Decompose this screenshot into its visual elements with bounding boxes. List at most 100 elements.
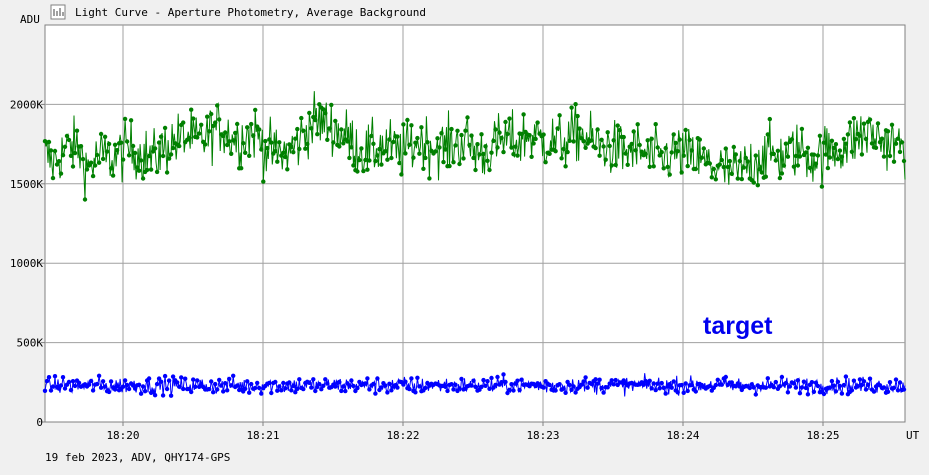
- target-point: [663, 391, 668, 396]
- background-point: [897, 149, 903, 155]
- background-point: [399, 172, 404, 177]
- background-point: [369, 133, 374, 139]
- background-point: [475, 142, 480, 147]
- background-point: [481, 151, 486, 157]
- footer-info: 19 feb 2023, ADV, QHY174-GPS: [45, 451, 230, 464]
- target-point: [247, 390, 252, 395]
- background-point: [567, 138, 572, 143]
- background-point: [181, 120, 186, 125]
- background-point: [243, 150, 248, 155]
- target-point: [803, 385, 809, 391]
- target-point: [154, 381, 160, 387]
- target-point: [791, 381, 797, 386]
- target-point: [751, 385, 756, 390]
- background-point: [779, 171, 785, 176]
- target-point: [379, 385, 384, 390]
- target-point: [98, 385, 104, 390]
- background-point: [403, 151, 408, 156]
- target-point: [827, 385, 833, 390]
- background-point: [639, 149, 644, 154]
- background-point: [487, 167, 492, 173]
- background-point: [835, 156, 841, 162]
- background-point: [807, 165, 813, 171]
- target-point: [60, 375, 66, 380]
- target-point: [62, 386, 68, 391]
- background-point: [783, 141, 789, 146]
- target-point: [593, 377, 598, 382]
- background-point: [811, 152, 817, 157]
- target-point: [493, 382, 498, 388]
- target-point: [485, 379, 490, 384]
- target-point: [519, 377, 524, 382]
- target-point: [689, 382, 694, 388]
- background-point: [189, 107, 194, 112]
- background-point: [553, 149, 558, 154]
- target-point: [283, 386, 288, 391]
- background-point: [733, 152, 738, 157]
- target-point: [821, 391, 827, 397]
- background-point: [283, 154, 288, 160]
- background-point: [321, 107, 326, 112]
- target-point: [253, 385, 258, 391]
- background-point: [581, 139, 586, 144]
- target-point: [423, 385, 428, 391]
- background-point: [317, 102, 322, 107]
- background-point: [82, 197, 88, 202]
- target-point: [841, 382, 847, 388]
- target-point: [657, 386, 662, 391]
- background-point: [711, 166, 716, 172]
- background-point: [881, 154, 887, 159]
- target-point: [563, 390, 568, 395]
- target-point: [166, 378, 172, 383]
- background-point: [118, 140, 124, 145]
- target-point: [747, 385, 752, 391]
- target-point: [112, 387, 118, 392]
- background-point: [247, 153, 252, 158]
- background-point: [471, 155, 476, 161]
- target-point: [797, 391, 803, 396]
- target-point: [829, 378, 835, 384]
- target-point: [671, 379, 676, 384]
- background-point: [861, 121, 867, 126]
- background-point: [130, 143, 136, 149]
- background-point: [745, 159, 750, 164]
- target-point: [257, 385, 262, 391]
- background-point: [479, 132, 484, 137]
- target-point: [489, 375, 494, 381]
- background-point: [313, 117, 318, 123]
- background-point: [191, 116, 196, 121]
- background-point: [275, 159, 280, 164]
- data-series: [42, 91, 907, 398]
- target-point: [855, 384, 861, 389]
- target-point: [177, 384, 182, 389]
- target-point: [339, 388, 344, 394]
- background-point: [877, 140, 883, 145]
- target-point: [102, 384, 108, 389]
- target-point: [277, 384, 282, 389]
- target-point: [383, 383, 388, 388]
- background-point: [435, 136, 440, 141]
- background-point: [893, 141, 899, 146]
- target-point: [605, 385, 610, 390]
- background-point: [94, 152, 100, 158]
- background-point: [88, 160, 94, 165]
- background-point: [84, 167, 90, 172]
- background-point: [521, 112, 526, 117]
- x-axis-ticks: 18:20 18:21 18:22 18:23 18:24 18:25: [106, 422, 840, 442]
- background-point: [156, 140, 162, 145]
- background-point: [723, 146, 728, 151]
- background-point: [215, 103, 220, 108]
- background-point: [851, 116, 857, 121]
- target-point: [835, 379, 841, 384]
- background-point: [124, 139, 130, 144]
- background-point: [413, 140, 418, 145]
- target-point: [479, 384, 484, 389]
- background-point: [209, 111, 214, 117]
- background-point: [166, 156, 172, 161]
- target-point: [132, 386, 138, 391]
- y-tick-label: 0: [36, 416, 43, 429]
- target-point: [42, 388, 48, 393]
- background-point: [661, 166, 666, 171]
- target-point: [811, 389, 817, 394]
- target-point: [160, 393, 166, 398]
